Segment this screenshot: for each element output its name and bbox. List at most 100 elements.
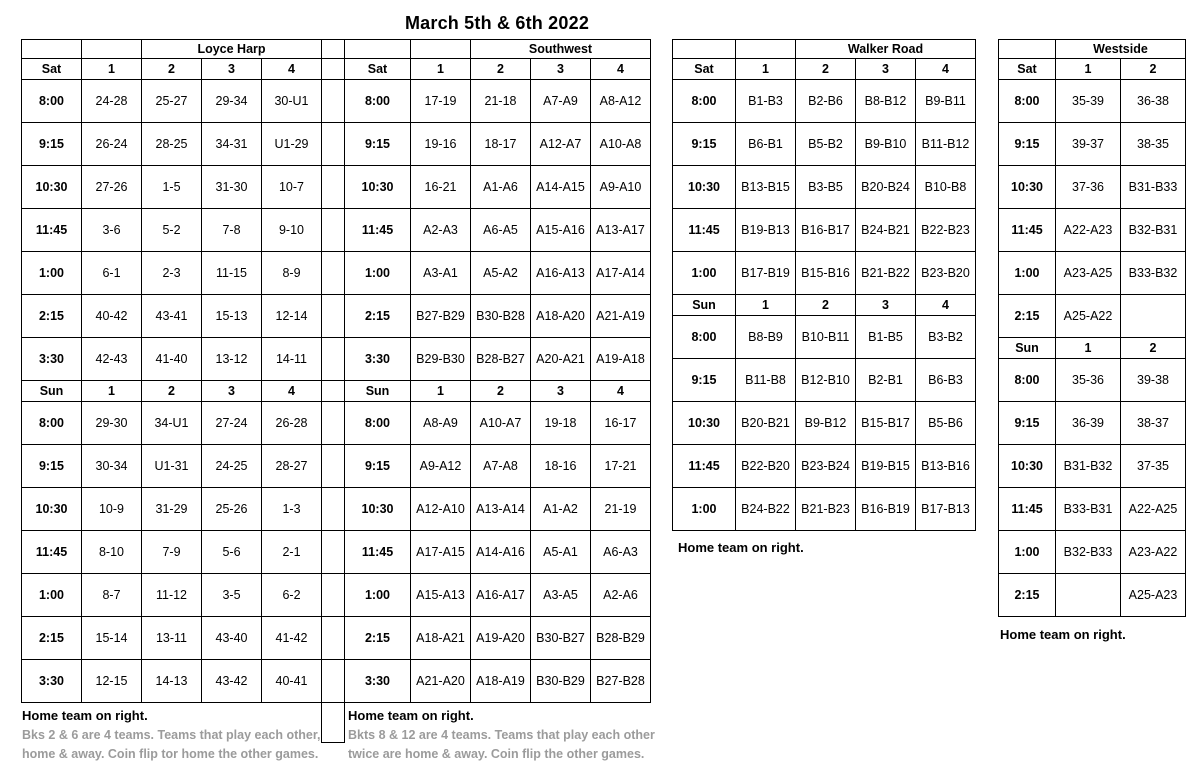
matchup-cell: 34-U1 [141, 401, 202, 445]
court-header: 4 [590, 58, 651, 80]
time-label: 8:00 [672, 79, 736, 123]
spacer-cell [321, 122, 345, 166]
court-header: 4 [261, 58, 322, 80]
matchup-cell: 18-16 [530, 444, 591, 488]
spacer-column [321, 39, 345, 743]
matchup-cell: B20-B24 [855, 165, 916, 209]
time-label: 2:15 [21, 294, 82, 338]
time-label: 2:15 [998, 294, 1056, 338]
matchup-cell: A1-A6 [470, 165, 531, 209]
matchup-cell: 37-35 [1120, 444, 1186, 488]
matchup-cell: 43-41 [141, 294, 202, 338]
matchup-cell: 38-37 [1120, 401, 1186, 445]
matchup-cell: A25-A22 [1055, 294, 1121, 338]
day-header: Sat [344, 58, 411, 80]
time-label: 8:00 [672, 315, 736, 359]
court-header: 1 [410, 58, 471, 80]
day-header: Sat [998, 58, 1056, 80]
matchup-cell: 16-17 [590, 401, 651, 445]
time-label: 10:30 [344, 487, 411, 531]
venue-name: Loyce Harp [141, 39, 322, 59]
matchup-cell: B19-B13 [735, 208, 796, 252]
court-header: 1 [735, 58, 796, 80]
time-label: 11:45 [21, 208, 82, 252]
matchup-cell: 7-8 [201, 208, 262, 252]
matchup-cell: 43-40 [201, 616, 262, 660]
time-label: 2:15 [344, 616, 411, 660]
matchup-cell: A13-A14 [470, 487, 531, 531]
matchup-cell: B17-B19 [735, 251, 796, 295]
blank-corner-cell [344, 39, 411, 59]
spacer-cell [321, 208, 345, 252]
matchup-cell: B28-B29 [590, 616, 651, 660]
spacer-cell [321, 58, 345, 80]
matchup-cell: A9-A12 [410, 444, 471, 488]
matchup-cell: A12-A7 [530, 122, 591, 166]
time-label: 11:45 [672, 208, 736, 252]
spacer-cell [321, 659, 345, 703]
matchup-cell: B12-B10 [795, 358, 856, 402]
venue-name: Walker Road [795, 39, 976, 59]
matchup-cell: A17-A15 [410, 530, 471, 574]
time-label: 8:00 [21, 79, 82, 123]
time-label: 8:00 [344, 401, 411, 445]
time-label: 2:15 [21, 616, 82, 660]
matchup-cell: U1-29 [261, 122, 322, 166]
time-label: 3:30 [344, 659, 411, 703]
matchup-cell: 9-10 [261, 208, 322, 252]
matchup-cell: 27-24 [201, 401, 262, 445]
matchup-cell: B5-B6 [915, 401, 976, 445]
matchup-cell: 5-6 [201, 530, 262, 574]
matchup-cell: 40-41 [261, 659, 322, 703]
matchup-cell: 43-42 [201, 659, 262, 703]
matchup-cell: A10-A8 [590, 122, 651, 166]
matchup-cell: B27-B28 [590, 659, 651, 703]
matchup-cell: 11-15 [201, 251, 262, 295]
matchup-cell: B33-B32 [1120, 251, 1186, 295]
court-header: 3 [855, 58, 916, 80]
time-label: 8:00 [344, 79, 411, 123]
time-label: 11:45 [344, 530, 411, 574]
court-header: 1 [81, 58, 142, 80]
matchup-cell: B17-B13 [915, 487, 976, 531]
matchup-cell: A13-A17 [590, 208, 651, 252]
time-label: 11:45 [21, 530, 82, 574]
matchup-cell: B1-B3 [735, 79, 796, 123]
matchup-cell: B32-B33 [1055, 530, 1121, 574]
court-header: 3 [201, 58, 262, 80]
court-header: 4 [915, 294, 976, 316]
matchup-cell: B22-B20 [735, 444, 796, 488]
matchup-cell: A5-A1 [530, 530, 591, 574]
matchup-cell: 7-9 [141, 530, 202, 574]
blank-corner-cell [672, 39, 736, 59]
matchup-cell: 11-12 [141, 573, 202, 617]
matchup-cell: A2-A3 [410, 208, 471, 252]
matchup-cell: B19-B15 [855, 444, 916, 488]
day-header: Sun [344, 380, 411, 402]
footer-note: Bkts 8 & 12 are 4 teams. Teams that play… [348, 727, 655, 742]
time-label: 11:45 [344, 208, 411, 252]
matchup-cell: A21-A20 [410, 659, 471, 703]
court-header: 2 [1120, 58, 1186, 80]
time-label: 9:15 [672, 358, 736, 402]
matchup-cell: 34-31 [201, 122, 262, 166]
matchup-cell: 21-19 [590, 487, 651, 531]
matchup-cell: 25-26 [201, 487, 262, 531]
matchup-cell: A7-A9 [530, 79, 591, 123]
matchup-cell: 17-19 [410, 79, 471, 123]
matchup-cell: B15-B17 [855, 401, 916, 445]
matchup-cell: 36-38 [1120, 79, 1186, 123]
matchup-cell: A18-A20 [530, 294, 591, 338]
matchup-cell: A18-A21 [410, 616, 471, 660]
matchup-cell: 3-5 [201, 573, 262, 617]
matchup-cell: 30-34 [81, 444, 142, 488]
time-label: 9:15 [672, 122, 736, 166]
matchup-cell: 12-15 [81, 659, 142, 703]
matchup-cell: 35-36 [1055, 358, 1121, 402]
time-label: 10:30 [672, 165, 736, 209]
matchup-cell: A12-A10 [410, 487, 471, 531]
matchup-cell: B6-B1 [735, 122, 796, 166]
court-header: 4 [590, 380, 651, 402]
spacer-cell [321, 294, 345, 338]
